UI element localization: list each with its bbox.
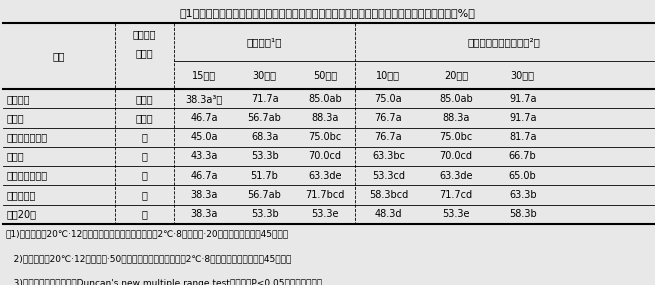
Text: 76.7a: 76.7a bbox=[375, 132, 402, 142]
Text: 表1．接種後埋雪する方法での育苗期間、ハードニング処理期間と菌核病菌接種後の生存率（%）: 表1．接種後埋雪する方法での育苗期間、ハードニング処理期間と菌核病菌接種後の生存… bbox=[179, 8, 476, 18]
Text: 38.3a³）: 38.3a³） bbox=[185, 94, 223, 104]
Text: 56.7ab: 56.7ab bbox=[248, 113, 282, 123]
Text: 48.3d: 48.3d bbox=[375, 209, 402, 219]
Text: 56.7ab: 56.7ab bbox=[248, 190, 282, 200]
Text: 71.7bcd: 71.7bcd bbox=[305, 190, 345, 200]
Text: 58.3b: 58.3b bbox=[509, 209, 536, 219]
Text: 63.3bc: 63.3bc bbox=[372, 151, 405, 161]
Text: 53.3e: 53.3e bbox=[311, 209, 339, 219]
Text: やや強: やや強 bbox=[136, 113, 153, 123]
Text: マキバシロ: マキバシロ bbox=[7, 190, 36, 200]
Text: 91.7a: 91.7a bbox=[509, 113, 536, 123]
Text: 38.3a: 38.3a bbox=[191, 190, 217, 200]
Text: 53.3cd: 53.3cd bbox=[372, 171, 405, 181]
Text: ソーニア: ソーニア bbox=[7, 94, 30, 104]
Text: やや強: やや強 bbox=[136, 94, 153, 104]
Text: 2)育苗条件：20℃·12時間日長·50日間、ハードニング処理：2℃·8時間日長、埋雪期間：45日間。: 2)育苗条件：20℃·12時間日長·50日間、ハードニング処理：2℃·8時間日長… bbox=[5, 254, 291, 263]
Text: 88.3a: 88.3a bbox=[442, 113, 470, 123]
Text: 85.0ab: 85.0ab bbox=[308, 94, 342, 104]
Text: 63.3b: 63.3b bbox=[509, 190, 536, 200]
Text: 53.3b: 53.3b bbox=[251, 151, 278, 161]
Text: 弱: 弱 bbox=[141, 209, 147, 219]
Text: 63.3de: 63.3de bbox=[308, 171, 342, 181]
Text: 30日間: 30日間 bbox=[253, 70, 276, 80]
Text: 3)異なる英小文字間にはDuncan's new multiple range testにより、P<0.05で有意差あり。: 3)異なる英小文字間にはDuncan's new multiple range … bbox=[5, 279, 322, 285]
Text: 50日間: 50日間 bbox=[313, 70, 337, 80]
Text: 46.7a: 46.7a bbox=[191, 113, 217, 123]
Text: 63.3de: 63.3de bbox=[439, 171, 473, 181]
Text: 65.0b: 65.0b bbox=[509, 171, 536, 181]
Text: 15日間: 15日間 bbox=[192, 70, 216, 80]
Text: 品種: 品種 bbox=[52, 51, 66, 61]
Text: ケントワイルド: ケントワイルド bbox=[7, 171, 48, 181]
Text: 75.0bc: 75.0bc bbox=[309, 132, 341, 142]
Text: ハードニング処理期間²）: ハードニング処理期間²） bbox=[468, 37, 541, 47]
Text: 53.3b: 53.3b bbox=[251, 209, 278, 219]
Text: 71.7cd: 71.7cd bbox=[440, 190, 472, 200]
Text: 注1)育苗条件：20℃·12時間日長、ハードニング処理：2℃·8時間日長·20日間、埋雪期間：45日間。: 注1)育苗条件：20℃·12時間日長、ハードニング処理：2℃·8時間日長·20日… bbox=[5, 230, 288, 239]
Text: ミルカ: ミルカ bbox=[7, 113, 24, 123]
Text: 30日間: 30日間 bbox=[511, 70, 534, 80]
Text: 46.7a: 46.7a bbox=[191, 171, 217, 181]
Text: 76.7a: 76.7a bbox=[375, 113, 402, 123]
Text: 中: 中 bbox=[141, 151, 147, 161]
Text: 88.3a: 88.3a bbox=[311, 113, 339, 123]
Text: 75.0bc: 75.0bc bbox=[440, 132, 472, 142]
Text: 20日間: 20日間 bbox=[444, 70, 468, 80]
Text: 70.0cd: 70.0cd bbox=[440, 151, 472, 161]
Text: 38.3a: 38.3a bbox=[191, 209, 217, 219]
Text: 弱: 弱 bbox=[141, 190, 147, 200]
Text: 45.0a: 45.0a bbox=[191, 132, 217, 142]
Text: 東北20号: 東北20号 bbox=[7, 209, 37, 219]
Text: 53.3e: 53.3e bbox=[442, 209, 470, 219]
Text: 中: 中 bbox=[141, 132, 147, 142]
Text: 70.0cd: 70.0cd bbox=[309, 151, 341, 161]
Text: 51.7b: 51.7b bbox=[251, 171, 278, 181]
Text: 中: 中 bbox=[141, 171, 147, 181]
Text: 圃場での: 圃場での bbox=[132, 29, 156, 39]
Text: 10日間: 10日間 bbox=[377, 70, 400, 80]
Text: 抵抗性: 抵抗性 bbox=[136, 48, 153, 58]
Text: 68.3a: 68.3a bbox=[251, 132, 278, 142]
Text: ノースホワイト: ノースホワイト bbox=[7, 132, 48, 142]
Text: 85.0ab: 85.0ab bbox=[439, 94, 473, 104]
Text: 81.7a: 81.7a bbox=[509, 132, 536, 142]
Text: 71.7a: 71.7a bbox=[251, 94, 278, 104]
Text: 66.7b: 66.7b bbox=[509, 151, 536, 161]
Text: フイア: フイア bbox=[7, 151, 24, 161]
Text: 43.3a: 43.3a bbox=[191, 151, 217, 161]
Text: 58.3bcd: 58.3bcd bbox=[369, 190, 408, 200]
Text: 75.0a: 75.0a bbox=[375, 94, 402, 104]
Text: 育苗期間¹）: 育苗期間¹） bbox=[246, 37, 282, 47]
Text: 91.7a: 91.7a bbox=[509, 94, 536, 104]
